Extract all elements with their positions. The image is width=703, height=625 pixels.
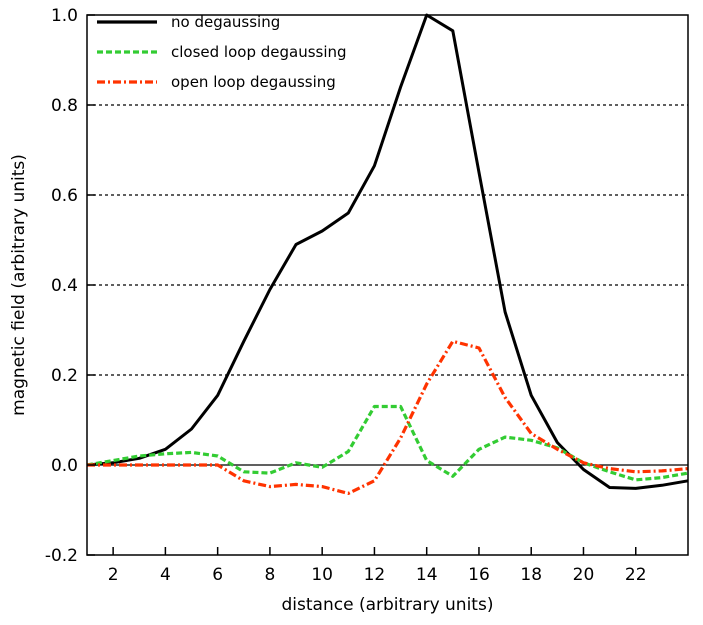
y-tick-label-4: 0.6 [51, 186, 78, 206]
x-tick-label-1: 4 [160, 565, 171, 585]
x-tick-label-0: 2 [108, 565, 119, 585]
x-axis-title: distance (arbitrary units) [282, 595, 494, 615]
y-tick-label-5: 0.8 [51, 96, 78, 116]
series-line-2 [87, 339, 689, 495]
x-tick-label-10: 22 [625, 565, 647, 585]
legend-label-1: closed loop degaussing [171, 43, 347, 61]
series-lines [86, 13, 689, 495]
grid-lines [87, 104, 688, 376]
x-tick-label-7: 16 [468, 565, 490, 585]
x-tick-label-6: 14 [416, 565, 438, 585]
series-line-1 [86, 404, 689, 482]
y-axis-title: magnetic field (arbitrary units) [9, 154, 29, 416]
x-tick-label-5: 12 [364, 565, 386, 585]
legend-label-2: open loop degaussing [171, 73, 336, 91]
y-tick-label-6: 1.0 [51, 6, 78, 26]
legend: no degaussing closed loop degaussing open … [97, 13, 347, 91]
y-tick-label-2: 0.2 [51, 366, 78, 386]
x-tick-label-4: 10 [311, 565, 333, 585]
series-line-0 [86, 13, 689, 490]
x-tick-label-8: 18 [520, 565, 542, 585]
x-tick-label-9: 20 [573, 565, 595, 585]
y-axis-ticks: -0.2 0.0 0.2 0.4 0.6 0.8 1.0 [45, 6, 95, 566]
y-tick-label-3: 0.4 [51, 276, 78, 296]
x-axis-ticks: 2 4 6 8 10 12 14 16 18 20 22 [108, 547, 647, 585]
x-tick-label-3: 8 [264, 565, 275, 585]
y-tick-label-0: -0.2 [45, 546, 78, 566]
y-tick-label-1: 0.0 [51, 456, 78, 476]
legend-label-0: no degaussing [171, 13, 280, 31]
x-tick-label-2: 6 [212, 565, 223, 585]
